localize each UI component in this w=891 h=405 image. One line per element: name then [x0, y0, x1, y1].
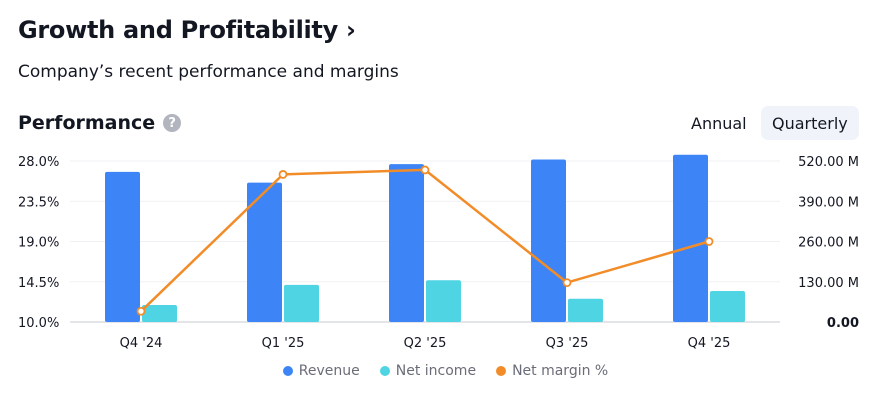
section-title-link[interactable]: Growth and Profitability › — [18, 16, 356, 44]
x-axis-tick-label: Q4 '24 — [120, 336, 163, 351]
revenue-bar — [531, 159, 566, 322]
x-axis-tick-label: Q2 '25 — [404, 336, 447, 351]
legend-label-net-margin: Net margin % — [512, 363, 609, 379]
x-axis-tick-label: Q4 '25 — [688, 336, 731, 351]
revenue-bar — [247, 182, 282, 322]
help-icon[interactable]: ? — [163, 114, 182, 132]
page-subtitle: Company’s recent performance and margins — [18, 62, 399, 82]
left-axis-tick-label: 14.5% — [18, 276, 59, 291]
net-margin-legend-dot — [496, 366, 507, 376]
net-income-bar — [284, 284, 319, 322]
chart-legend: Revenue Net income Net margin % — [0, 363, 891, 379]
net-income-bar — [142, 304, 177, 322]
right-axis-tick-label: 520.00 M — [798, 155, 859, 170]
legend-label-net-income: Net income — [395, 363, 477, 379]
right-axis-tick-label: 130.00 M — [798, 276, 859, 291]
net-income-bar — [710, 291, 745, 322]
net-income-bar — [426, 280, 461, 322]
chevron-right-icon: › — [345, 16, 356, 44]
left-axis-tick-label: 28.0% — [18, 155, 59, 170]
revenue-legend-dot — [282, 366, 293, 376]
x-axis-tick-label: Q3 '25 — [546, 336, 589, 351]
right-axis-tick-label: 0.00 — [827, 316, 859, 331]
net-margin-point — [562, 278, 572, 288]
performance-heading: Performance — [18, 112, 156, 134]
net-margin-point — [278, 170, 288, 179]
page-title: Growth and Profitability — [18, 16, 338, 44]
revenue-bar — [105, 171, 140, 322]
net-margin-line — [140, 168, 710, 313]
net-margin-point — [704, 237, 714, 246]
net-income-legend-dot — [379, 366, 390, 376]
right-axis-tick-label: 390.00 M — [798, 195, 859, 210]
legend-item-net-margin[interactable]: Net margin % — [496, 363, 608, 379]
net-income-bar — [568, 298, 603, 322]
quarterly-toggle-button[interactable]: Quarterly — [761, 106, 859, 140]
right-axis-tick-label: 260.00 M — [798, 236, 859, 251]
net-margin-point — [420, 165, 430, 175]
x-axis-tick-label: Q1 '25 — [262, 336, 305, 351]
performance-chart: 10.0% 0.00 14.5% 130.00 M 19.0% 260.00 M 23.5%… — [18, 154, 859, 351]
legend-item-net-income[interactable]: Net income — [379, 363, 477, 379]
annual-toggle-button[interactable]: Annual — [691, 113, 747, 133]
left-axis-tick-label: 19.0% — [18, 236, 59, 251]
legend-item-revenue[interactable]: Revenue — [282, 363, 360, 379]
left-axis-tick-label: 23.5% — [18, 195, 59, 210]
revenue-bar — [673, 154, 708, 322]
left-axis-tick-label: 10.0% — [18, 316, 59, 331]
net-margin-point — [136, 306, 146, 316]
legend-label-revenue: Revenue — [298, 363, 360, 379]
revenue-bar — [389, 164, 424, 322]
